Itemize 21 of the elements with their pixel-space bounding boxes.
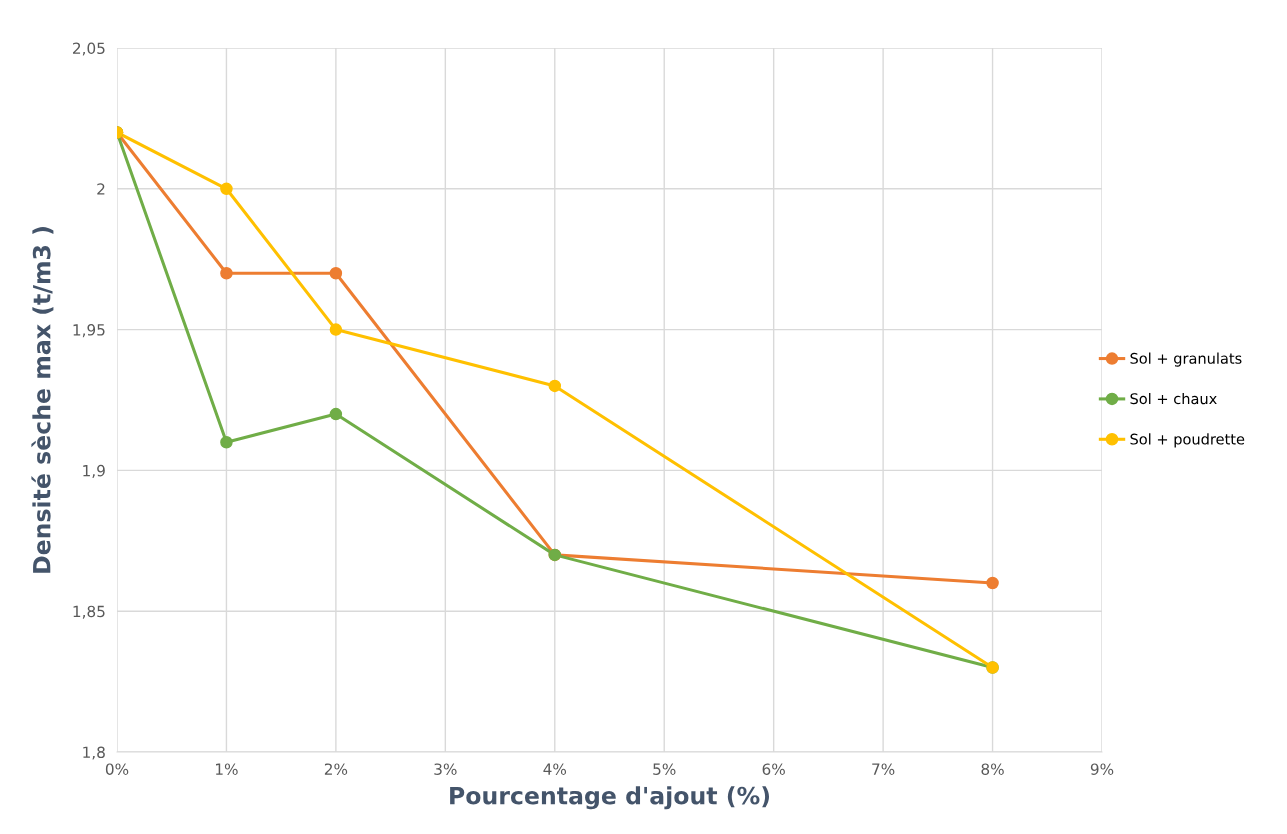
legend-label: Sol + granulats [1130, 352, 1242, 367]
x-axis-title: Pourcentage d'ajout (%) [450, 786, 770, 810]
x-tick-label: 5% [653, 763, 676, 775]
y-tick-label: 1,8 [83, 746, 105, 760]
legend-label: Sol + chaux [1130, 392, 1217, 405]
x-tick-label: 8% [981, 763, 1004, 775]
x-tick-label: 9% [1090, 763, 1114, 775]
y-tick-label: 1,9 [83, 464, 105, 478]
x-tick-label: 0% [105, 763, 129, 775]
x-tick-label: 2% [324, 763, 348, 775]
x-tick-label: 3% [434, 763, 457, 775]
y-tick-label: 1,95 [73, 324, 105, 338]
x-tick-label: 1% [216, 763, 238, 775]
y-axis-title: Densité sèche max (t/m3 ) [31, 227, 54, 573]
y-tick-label: 2,05 [72, 42, 105, 56]
x-tick-label: 6% [762, 763, 785, 775]
y-tick-label: 1,85 [73, 605, 105, 619]
x-tick-label: 4% [543, 763, 567, 775]
legend-label: Sol + poudrette [1130, 433, 1245, 448]
y-tick-label: 2 [97, 183, 105, 195]
x-tick-label: 7% [872, 763, 895, 775]
